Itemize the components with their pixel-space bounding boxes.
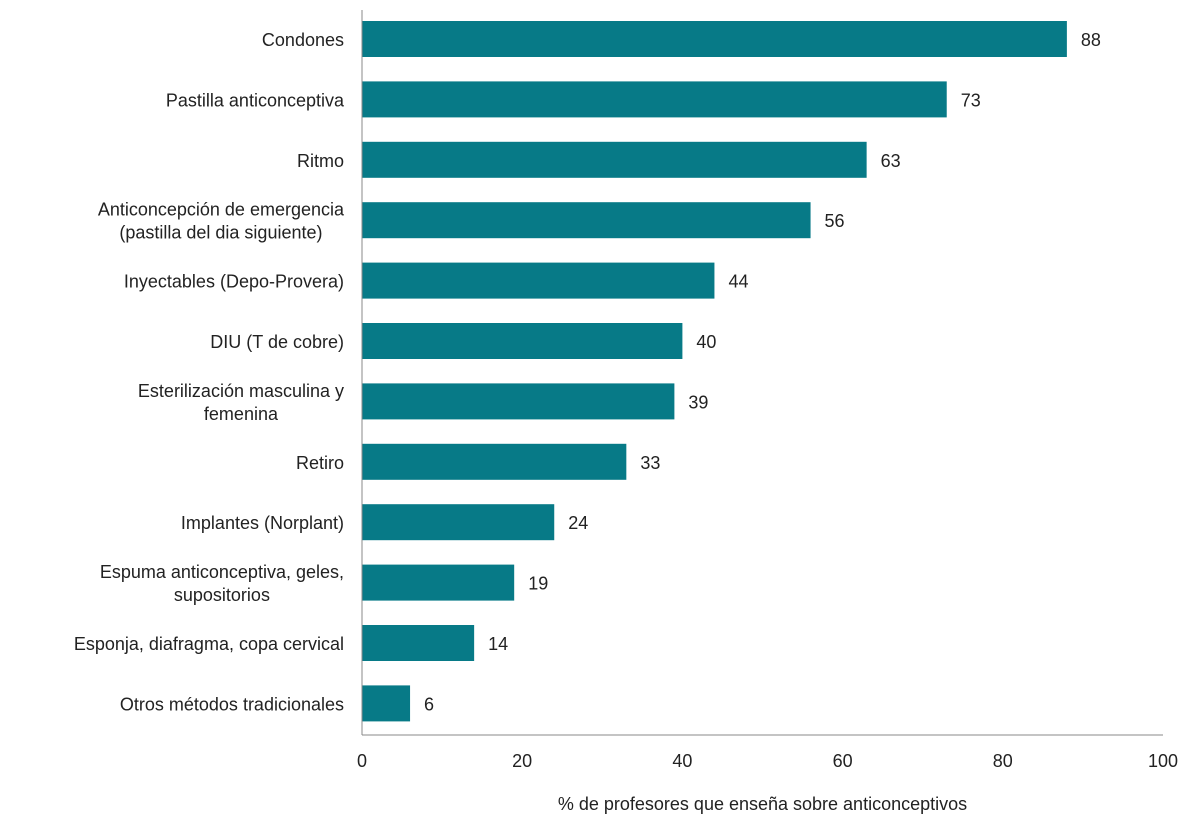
bar [362,81,947,118]
category-label-line: Anticoncepción de emergencia [98,200,345,220]
category-label: Otros métodos tradicionales [120,694,344,714]
category-label-line: (pastilla del dia siguiente) [119,223,322,243]
bar [362,504,555,541]
x-tick-label: 80 [993,751,1013,771]
value-label: 24 [568,513,588,533]
value-label: 14 [488,634,508,654]
value-label: 6 [424,694,434,714]
category-label-line: supositorios [174,585,270,605]
x-tick-label: 100 [1148,751,1178,771]
bar [362,625,475,661]
value-label: 40 [696,332,716,352]
value-label: 44 [728,272,748,292]
value-label: 33 [640,453,660,473]
bar [362,202,811,239]
bar [362,21,1067,57]
x-tick-label: 40 [672,751,692,771]
x-tick-label: 20 [512,751,532,771]
category-label: Implantes (Norplant) [181,513,344,533]
bar [362,564,515,601]
x-tick-labels: 0 20 40 60 80 100 [357,751,1178,771]
category-label: Ritmo [297,151,344,171]
value-label: 63 [881,151,901,171]
value-labels: 88 73 63 56 44 40 39 33 24 19 14 6 [424,30,1101,714]
x-axis-title: % de profesores que enseña sobre anticon… [558,794,967,814]
category-label: DIU (T de cobre) [210,332,344,352]
category-label: Anticoncepción de emergencia (pastilla de… [98,200,345,243]
category-label: Esterilización masculina y femenina [138,381,344,424]
category-label-line: Esterilización masculina y [138,381,344,401]
category-label-line: femenina [204,404,279,424]
x-tick-label: 0 [357,751,367,771]
bar [362,141,867,178]
value-label: 56 [825,211,845,231]
value-label: 39 [688,392,708,412]
category-label: Esponja, diafragma, copa cervical [74,634,344,654]
category-label: Retiro [296,453,344,473]
category-label: Condones [262,30,344,50]
bar [362,685,411,722]
bar [362,443,627,480]
value-label: 73 [961,90,981,110]
category-label: Pastilla anticonceptiva [166,90,345,110]
value-label: 19 [528,574,548,594]
bar [362,262,715,299]
bar [362,383,675,420]
x-tick-label: 60 [833,751,853,771]
category-label-line: Espuma anticonceptiva, geles, [100,562,344,582]
bar [362,323,683,359]
value-label: 88 [1081,30,1101,50]
category-label: Espuma anticonceptiva, geles, supositorio… [100,562,344,605]
bars-layer [362,21,1067,722]
category-label: Inyectables (Depo-Provera) [124,272,344,292]
category-labels: Condones Pastilla anticonceptiva Ritmo Anti… [74,30,345,714]
